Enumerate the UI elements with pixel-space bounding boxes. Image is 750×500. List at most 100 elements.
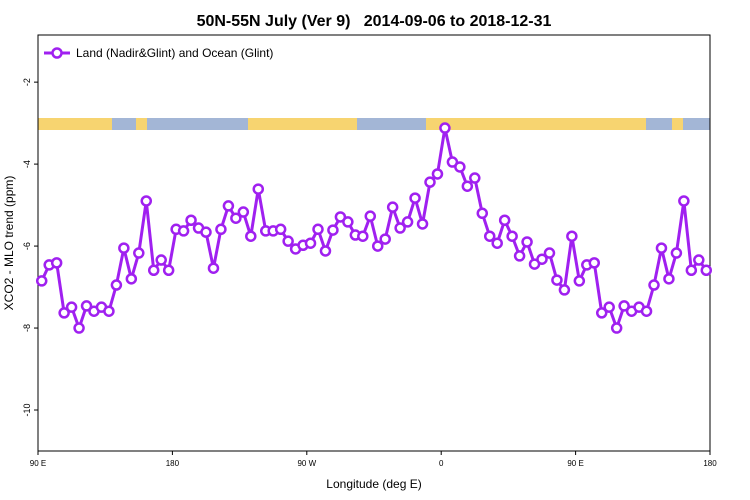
data-point [566, 230, 578, 242]
data-point [185, 214, 197, 227]
data-point [177, 225, 190, 237]
data-point [693, 254, 705, 266]
legend: Land (Nadir&Glint) and Ocean (Glint) [44, 46, 273, 60]
data-point [147, 264, 160, 277]
data-point [401, 216, 414, 228]
data-point [162, 264, 175, 277]
data-point [551, 274, 563, 286]
data-point [543, 247, 556, 259]
data-point [80, 300, 93, 312]
data-point [133, 247, 145, 259]
data-point [476, 207, 489, 220]
data-point [536, 253, 548, 265]
data-point [357, 230, 369, 242]
data-point [595, 307, 608, 319]
data-point [304, 237, 317, 249]
land [426, 118, 646, 130]
data-point [312, 223, 324, 236]
data-point [230, 212, 242, 224]
data-point [50, 257, 63, 269]
data-point [610, 322, 623, 334]
data-point [483, 230, 496, 242]
data-point [379, 233, 391, 245]
data-point [207, 262, 220, 274]
data-point [103, 305, 115, 317]
y-tick-label: -8 [22, 324, 32, 332]
chart-title: 50N-55N July (Ver 9) 2014-09-06 to 2018-… [197, 13, 552, 30]
data-point [237, 206, 250, 218]
data-point [506, 230, 518, 242]
data-point [73, 322, 85, 334]
data-point [454, 161, 466, 173]
data-point [461, 180, 474, 192]
data-point [618, 300, 630, 312]
data-point [274, 223, 287, 236]
data-point [319, 245, 332, 257]
data-point [35, 275, 48, 287]
data-point [200, 226, 212, 238]
data-point [371, 240, 384, 252]
y-tick-label: -6 [22, 242, 32, 250]
data-point [252, 183, 265, 195]
data-point [640, 305, 653, 317]
y-tick-label: -2 [22, 78, 32, 86]
data-point [648, 279, 660, 291]
data-point [498, 214, 511, 227]
data-line [40, 126, 708, 330]
data-point [342, 216, 354, 228]
x-axis-label: Longitude (deg E) [326, 477, 421, 491]
x-tick-label: 90 E [567, 459, 583, 468]
data-point [491, 237, 503, 249]
data-point [439, 122, 451, 134]
land [38, 118, 112, 130]
data-point [215, 223, 227, 236]
data-point [386, 201, 399, 213]
y-tick-label: -4 [22, 160, 32, 168]
data-point [245, 230, 257, 242]
land-ocean-strip [38, 118, 710, 130]
data-point [603, 301, 615, 313]
data-point [678, 195, 690, 207]
land [136, 118, 147, 130]
data-point [65, 301, 78, 313]
data-point [222, 200, 235, 212]
x-tick-label: 180 [703, 459, 717, 468]
data-point [125, 273, 138, 285]
land [248, 118, 357, 130]
data-point [110, 279, 123, 291]
data-point [140, 195, 153, 207]
data-point [670, 247, 683, 259]
y-tick-label: -10 [22, 404, 32, 417]
data-point [700, 264, 713, 277]
data-point [118, 242, 130, 254]
data-point [424, 176, 436, 188]
legend-marker [51, 47, 63, 59]
data-point [588, 257, 601, 269]
data-point [655, 242, 668, 254]
y-axis-label: XCO2 - MLO trend (ppm) [2, 176, 16, 311]
data-point [469, 172, 481, 184]
data-point [431, 168, 444, 180]
data-point [58, 307, 70, 319]
legend-label: Land (Nadir&Glint) and Ocean (Glint) [76, 46, 273, 60]
land [672, 118, 683, 130]
data-point [155, 254, 167, 266]
data-point [663, 273, 675, 285]
x-tick-label: 90 E [30, 459, 46, 468]
x-tick-label: 90 W [297, 459, 316, 468]
data-point [558, 284, 571, 296]
data-point [416, 218, 429, 230]
data-point [685, 264, 698, 277]
data-point [327, 224, 339, 236]
data-point [521, 236, 533, 248]
plot-frame [37, 34, 711, 452]
x-tick-label: 0 [439, 459, 444, 468]
data-point [364, 210, 377, 222]
x-tick-label: 180 [166, 459, 180, 468]
data-point [394, 222, 406, 234]
data-point [573, 275, 586, 287]
data-point [282, 235, 294, 247]
data-point [409, 192, 421, 204]
data-point [513, 250, 526, 262]
